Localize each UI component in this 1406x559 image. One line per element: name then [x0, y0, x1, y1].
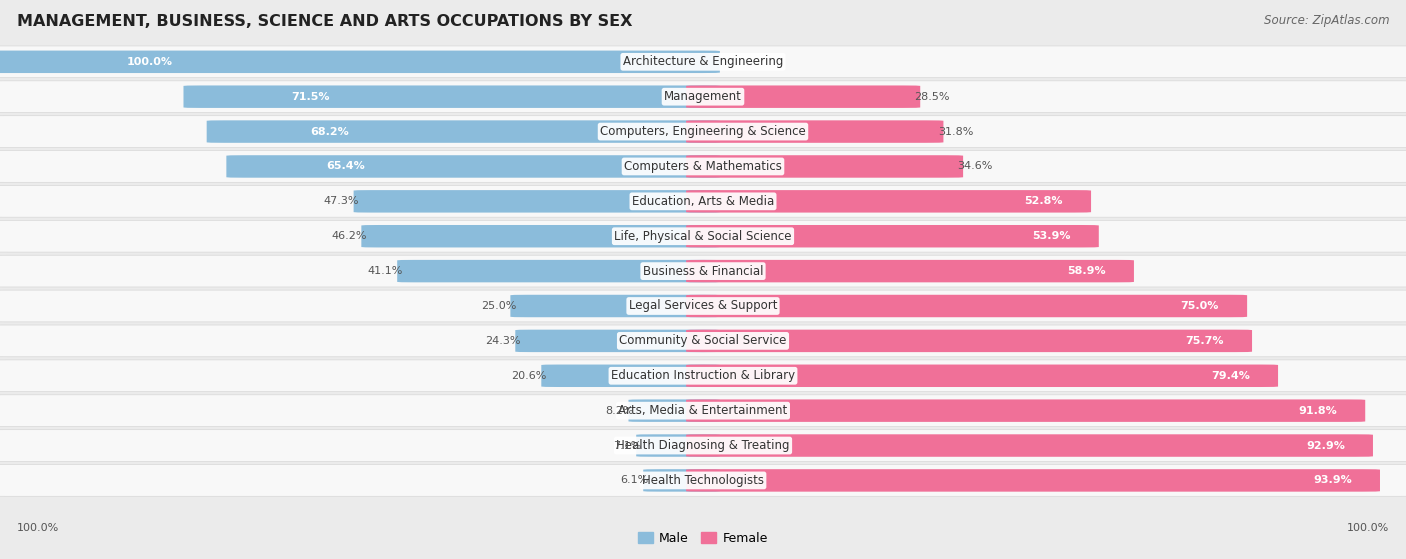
FancyBboxPatch shape — [0, 325, 1406, 357]
FancyBboxPatch shape — [183, 86, 720, 108]
FancyBboxPatch shape — [686, 400, 1365, 422]
Text: 28.5%: 28.5% — [914, 92, 950, 102]
Text: 6.1%: 6.1% — [620, 475, 650, 485]
FancyBboxPatch shape — [0, 150, 1406, 182]
FancyBboxPatch shape — [628, 400, 720, 422]
FancyBboxPatch shape — [686, 155, 963, 178]
Text: Computers, Engineering & Science: Computers, Engineering & Science — [600, 125, 806, 138]
Text: 100.0%: 100.0% — [17, 523, 59, 533]
Text: Management: Management — [664, 90, 742, 103]
FancyBboxPatch shape — [686, 120, 943, 143]
Text: Legal Services & Support: Legal Services & Support — [628, 300, 778, 312]
Text: 91.8%: 91.8% — [1298, 406, 1337, 416]
Text: 20.6%: 20.6% — [512, 371, 547, 381]
Text: 8.2%: 8.2% — [606, 406, 634, 416]
FancyBboxPatch shape — [686, 225, 1099, 248]
FancyBboxPatch shape — [0, 50, 720, 73]
FancyBboxPatch shape — [510, 295, 720, 318]
FancyBboxPatch shape — [0, 430, 1406, 461]
Text: 47.3%: 47.3% — [323, 196, 360, 206]
FancyBboxPatch shape — [0, 116, 1406, 148]
Text: 31.8%: 31.8% — [938, 126, 973, 136]
Text: 68.2%: 68.2% — [309, 126, 349, 136]
FancyBboxPatch shape — [686, 364, 1278, 387]
FancyBboxPatch shape — [686, 330, 1253, 352]
FancyBboxPatch shape — [686, 190, 1091, 212]
Text: Community & Social Service: Community & Social Service — [619, 334, 787, 347]
FancyBboxPatch shape — [207, 120, 720, 143]
Text: Education Instruction & Library: Education Instruction & Library — [612, 369, 794, 382]
FancyBboxPatch shape — [0, 395, 1406, 427]
FancyBboxPatch shape — [354, 190, 720, 212]
FancyBboxPatch shape — [0, 360, 1406, 392]
FancyBboxPatch shape — [396, 260, 720, 282]
FancyBboxPatch shape — [361, 225, 720, 248]
Text: MANAGEMENT, BUSINESS, SCIENCE AND ARTS OCCUPATIONS BY SEX: MANAGEMENT, BUSINESS, SCIENCE AND ARTS O… — [17, 14, 633, 29]
Text: Business & Financial: Business & Financial — [643, 264, 763, 278]
Text: 92.9%: 92.9% — [1306, 440, 1344, 451]
Legend: Male, Female: Male, Female — [633, 527, 773, 550]
Text: 100.0%: 100.0% — [127, 57, 173, 67]
Text: 65.4%: 65.4% — [326, 162, 364, 172]
Text: 100.0%: 100.0% — [1347, 523, 1389, 533]
FancyBboxPatch shape — [0, 81, 1406, 112]
Text: 53.9%: 53.9% — [1032, 231, 1071, 241]
Text: 93.9%: 93.9% — [1313, 475, 1353, 485]
Text: 24.3%: 24.3% — [485, 336, 520, 346]
Text: Computers & Mathematics: Computers & Mathematics — [624, 160, 782, 173]
Text: 79.4%: 79.4% — [1211, 371, 1250, 381]
FancyBboxPatch shape — [686, 260, 1135, 282]
Text: 58.9%: 58.9% — [1067, 266, 1105, 276]
Text: Architecture & Engineering: Architecture & Engineering — [623, 55, 783, 68]
Text: Source: ZipAtlas.com: Source: ZipAtlas.com — [1264, 14, 1389, 27]
FancyBboxPatch shape — [637, 434, 720, 457]
FancyBboxPatch shape — [644, 469, 720, 492]
Text: 52.8%: 52.8% — [1025, 196, 1063, 206]
Text: Arts, Media & Entertainment: Arts, Media & Entertainment — [619, 404, 787, 417]
Text: 46.2%: 46.2% — [332, 231, 367, 241]
FancyBboxPatch shape — [686, 86, 920, 108]
FancyBboxPatch shape — [686, 469, 1381, 492]
Text: 34.6%: 34.6% — [957, 162, 993, 172]
Text: Health Diagnosing & Treating: Health Diagnosing & Treating — [616, 439, 790, 452]
FancyBboxPatch shape — [515, 330, 720, 352]
Text: 25.0%: 25.0% — [481, 301, 516, 311]
Text: Health Technologists: Health Technologists — [643, 474, 763, 487]
FancyBboxPatch shape — [0, 465, 1406, 496]
FancyBboxPatch shape — [0, 220, 1406, 252]
Text: Life, Physical & Social Science: Life, Physical & Social Science — [614, 230, 792, 243]
Text: 41.1%: 41.1% — [367, 266, 402, 276]
FancyBboxPatch shape — [0, 46, 1406, 78]
FancyBboxPatch shape — [0, 186, 1406, 217]
FancyBboxPatch shape — [686, 434, 1372, 457]
Text: 75.0%: 75.0% — [1181, 301, 1219, 311]
FancyBboxPatch shape — [0, 255, 1406, 287]
FancyBboxPatch shape — [686, 295, 1247, 318]
Text: 75.7%: 75.7% — [1185, 336, 1223, 346]
FancyBboxPatch shape — [226, 155, 720, 178]
Text: 71.5%: 71.5% — [291, 92, 329, 102]
Text: Education, Arts & Media: Education, Arts & Media — [631, 195, 775, 208]
Text: 7.1%: 7.1% — [613, 440, 643, 451]
FancyBboxPatch shape — [0, 290, 1406, 322]
FancyBboxPatch shape — [541, 364, 720, 387]
